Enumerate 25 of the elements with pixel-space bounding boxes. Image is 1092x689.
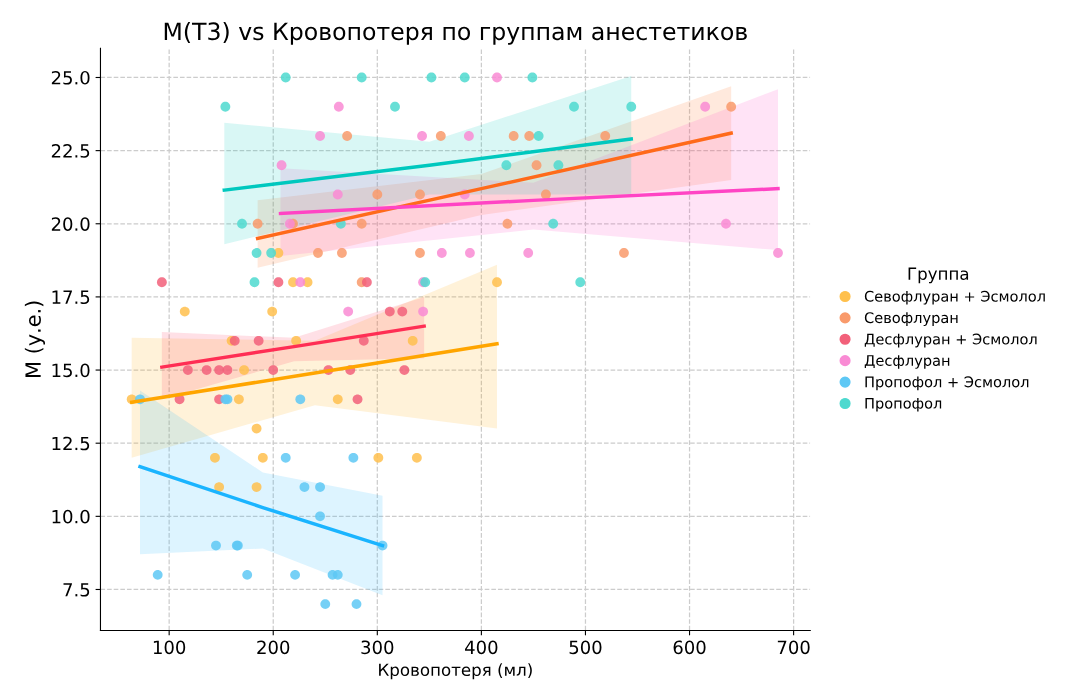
x-tick-label: 100 <box>153 640 186 655</box>
x-tick-label: 300 <box>361 640 394 655</box>
x-axis-title: Кровопотеря (мл) <box>379 663 532 680</box>
y-tick-label: 22.5 <box>51 144 90 158</box>
y-tick-label: 7.5 <box>63 583 90 597</box>
y-axis-title: M (у.е.) <box>24 301 45 377</box>
x-tick-label: 600 <box>673 640 706 655</box>
x-tick-label: 400 <box>465 640 498 655</box>
y-tick-label: 10.0 <box>52 509 90 524</box>
legend-label: Пропофол <box>865 397 942 412</box>
y-tick-label: 20.0 <box>51 217 90 231</box>
y-tick-label: 15.0 <box>52 363 90 378</box>
x-tick-label: 700 <box>777 640 810 655</box>
legend-label: Десфлуран + Эсмолол <box>864 333 1037 348</box>
legend-title: Группа <box>908 267 969 284</box>
x-tick-label: 200 <box>257 640 290 655</box>
legend-label: Десфлуран <box>864 355 950 369</box>
y-tick-label: 17.5 <box>52 290 90 305</box>
legend-label: Пропофол + Эсмолол <box>865 376 1029 391</box>
legend-label: Севофлуран <box>864 312 958 326</box>
x-tick-label: 500 <box>569 640 602 655</box>
legend-label: Севофлуран + Эсмолол <box>864 290 1045 305</box>
chart-title: M(T3) vs Кровопотеря по группам анестетиков <box>164 21 747 45</box>
y-tick-label: 12.5 <box>52 436 90 451</box>
y-tick-label: 25.0 <box>51 70 90 85</box>
